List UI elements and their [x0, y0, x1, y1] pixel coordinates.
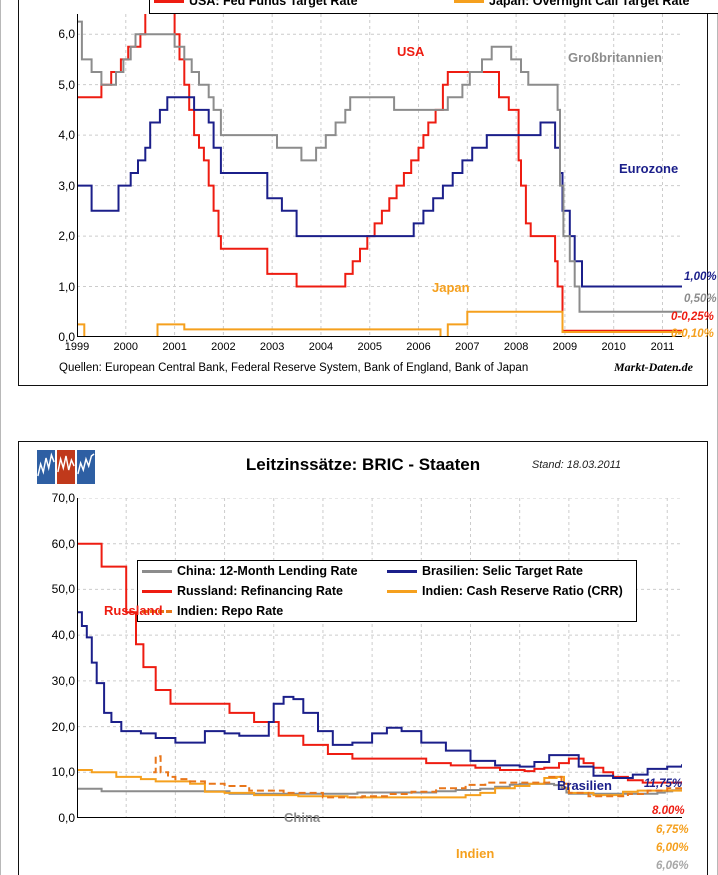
end-label-usa: 0-0,25% — [671, 311, 714, 323]
chart-panel-bric: Leitzinssätze: BRIC - Staaten Stand: 18.… — [18, 441, 708, 875]
end-label-russland: 8.00% — [652, 805, 685, 817]
legend-item: Indien: Cash Reserve Ratio (CRR) — [387, 584, 632, 598]
legend-item: Russland: Refinancing Rate — [142, 584, 387, 598]
x-tick-label: 2011 — [650, 341, 675, 353]
chart-header-bric: Leitzinssätze: BRIC - Staaten Stand: 18.… — [19, 442, 707, 486]
legend-item: Indien: Repo Rate — [142, 604, 387, 618]
annotation-russland: Russland — [104, 603, 163, 618]
legend-label: USA: Fed Funds Target Rate — [189, 0, 358, 8]
end-label-grossbritannien: 0,50% — [684, 293, 717, 305]
data-series-china — [77, 784, 682, 794]
chart-title-bric: Leitzinssätze: BRIC - Staaten — [245, 455, 481, 474]
x-tick-label: 2005 — [357, 341, 382, 353]
data-series-japan — [77, 312, 682, 337]
y-tick-label: 70,0 — [51, 491, 75, 505]
x-tick-label: 2003 — [259, 341, 285, 353]
end-label-indien-crr: 6,00% — [656, 842, 689, 854]
page-edge-left — [0, 0, 1, 875]
y-axis-top: 0,0 1,0 2,0 3,0 4,0 5,0 6,0 — [23, 14, 75, 344]
annotation-indien: Indien — [456, 846, 495, 861]
data-series-usa — [77, 14, 682, 331]
x-tick-label: 2002 — [211, 341, 236, 353]
y-tick-label: 50,0 — [51, 582, 75, 597]
plot-area-bottom — [77, 498, 682, 818]
data-series-brasilien — [77, 612, 682, 778]
x-tick-label: 2000 — [113, 341, 139, 353]
legend-swatch — [142, 589, 172, 593]
annotation-grossbritannien: Großbritannien — [568, 50, 662, 65]
legend-label: Indien: Cash Reserve Ratio (CRR) — [422, 584, 623, 598]
x-tick-label: 1999 — [64, 341, 90, 353]
line-chart-top — [77, 14, 682, 337]
end-label-indien-repo: 6,75% — [656, 824, 689, 836]
legend-label: Indien: Repo Rate — [177, 604, 284, 618]
legend-label: Brasilien: Selic Target Rate — [422, 564, 583, 578]
annotation-eurozone: Eurozone — [619, 161, 679, 176]
y-tick-label: 60,0 — [51, 536, 75, 551]
data-series-russland — [77, 544, 682, 783]
x-tick-label: 2010 — [601, 341, 626, 353]
y-tick-label: 5,0 — [58, 77, 75, 92]
annotation-usa: USA — [397, 44, 425, 59]
data-series-indien — [153, 756, 682, 797]
legend-bottom: China: 12-Month Lending Rate Brasilien: S… — [137, 560, 637, 622]
legend-swatch — [154, 0, 184, 3]
end-label-china: 6,06% — [656, 860, 689, 872]
data-series-großbritannien — [77, 22, 682, 312]
annotation-brasilien: Brasilien — [557, 778, 612, 793]
y-tick-label: 30,0 — [51, 673, 75, 688]
y-tick-label: 20,0 — [51, 719, 75, 734]
y-tick-label: 3,0 — [58, 178, 75, 193]
x-axis-top: 1999 2000 2001 2002 2003 2004 2005 2006 2007 2008… — [65, 341, 682, 359]
x-tick-label: 2001 — [162, 341, 187, 353]
end-label-eurozone: 1,00% — [684, 271, 717, 283]
legend-label: China: 12-Month Lending Rate — [177, 564, 358, 578]
x-tick-label: 2006 — [406, 341, 431, 353]
annotation-china: China — [284, 810, 321, 825]
y-tick-label: 1,0 — [58, 279, 75, 294]
chart-date-stand: Stand: 18.03.2011 — [531, 459, 621, 471]
annotation-japan: Japan — [432, 280, 470, 295]
legend-swatch — [142, 609, 172, 613]
legend-swatch — [387, 569, 417, 573]
brand-label: Markt-Daten.de — [614, 360, 693, 374]
y-tick-label: 40,0 — [51, 628, 75, 643]
x-tick-label: 2007 — [455, 341, 480, 353]
line-chart-bottom — [77, 498, 682, 818]
legend-item: Japan: Overnight Call Target Rate — [454, 0, 714, 8]
sources-note: Quellen: European Central Bank, Federal … — [59, 362, 529, 374]
chart-panel-industrial: 0,0 1,0 2,0 3,0 4,0 5,0 6,0 1999 2000 2001 2002 20… — [18, 0, 718, 386]
legend-item: Brasilien: Selic Target Rate — [387, 564, 632, 578]
y-tick-label: 10,0 — [51, 765, 75, 780]
legend-item: China: 12-Month Lending Rate — [142, 564, 387, 578]
plot-area-top — [77, 14, 682, 337]
y-tick-label: 0,0 — [58, 811, 75, 825]
y-tick-label: 2,0 — [58, 229, 75, 244]
legend-label: Japan: Overnight Call Target Rate — [489, 0, 690, 8]
legend-label: Russland: Refinancing Rate — [177, 584, 343, 598]
legend-swatch — [142, 569, 172, 573]
y-tick-label: 6,0 — [58, 27, 75, 42]
markt-daten-logo-icon — [37, 450, 95, 484]
legend-top: USA: Fed Funds Target Rate Japan: Overnig… — [149, 0, 718, 14]
x-tick-label: 2008 — [503, 341, 529, 353]
legend-item: USA: Fed Funds Target Rate — [154, 0, 454, 8]
end-label-brasilien: 11,75% — [644, 778, 683, 790]
end-label-japan: 0-0,10% — [671, 328, 714, 340]
x-tick-label: 2009 — [552, 341, 578, 353]
legend-swatch — [454, 0, 484, 3]
y-tick-label: 4,0 — [58, 128, 75, 143]
legend-swatch — [387, 589, 417, 593]
y-tick-label: 0,0 — [58, 330, 75, 344]
x-tick-label: 2004 — [308, 341, 334, 353]
data-series-eurozone — [77, 97, 682, 286]
y-axis-bottom: 0,0 10,0 20,0 30,0 40,0 50,0 60,0 70,0 — [23, 491, 75, 825]
